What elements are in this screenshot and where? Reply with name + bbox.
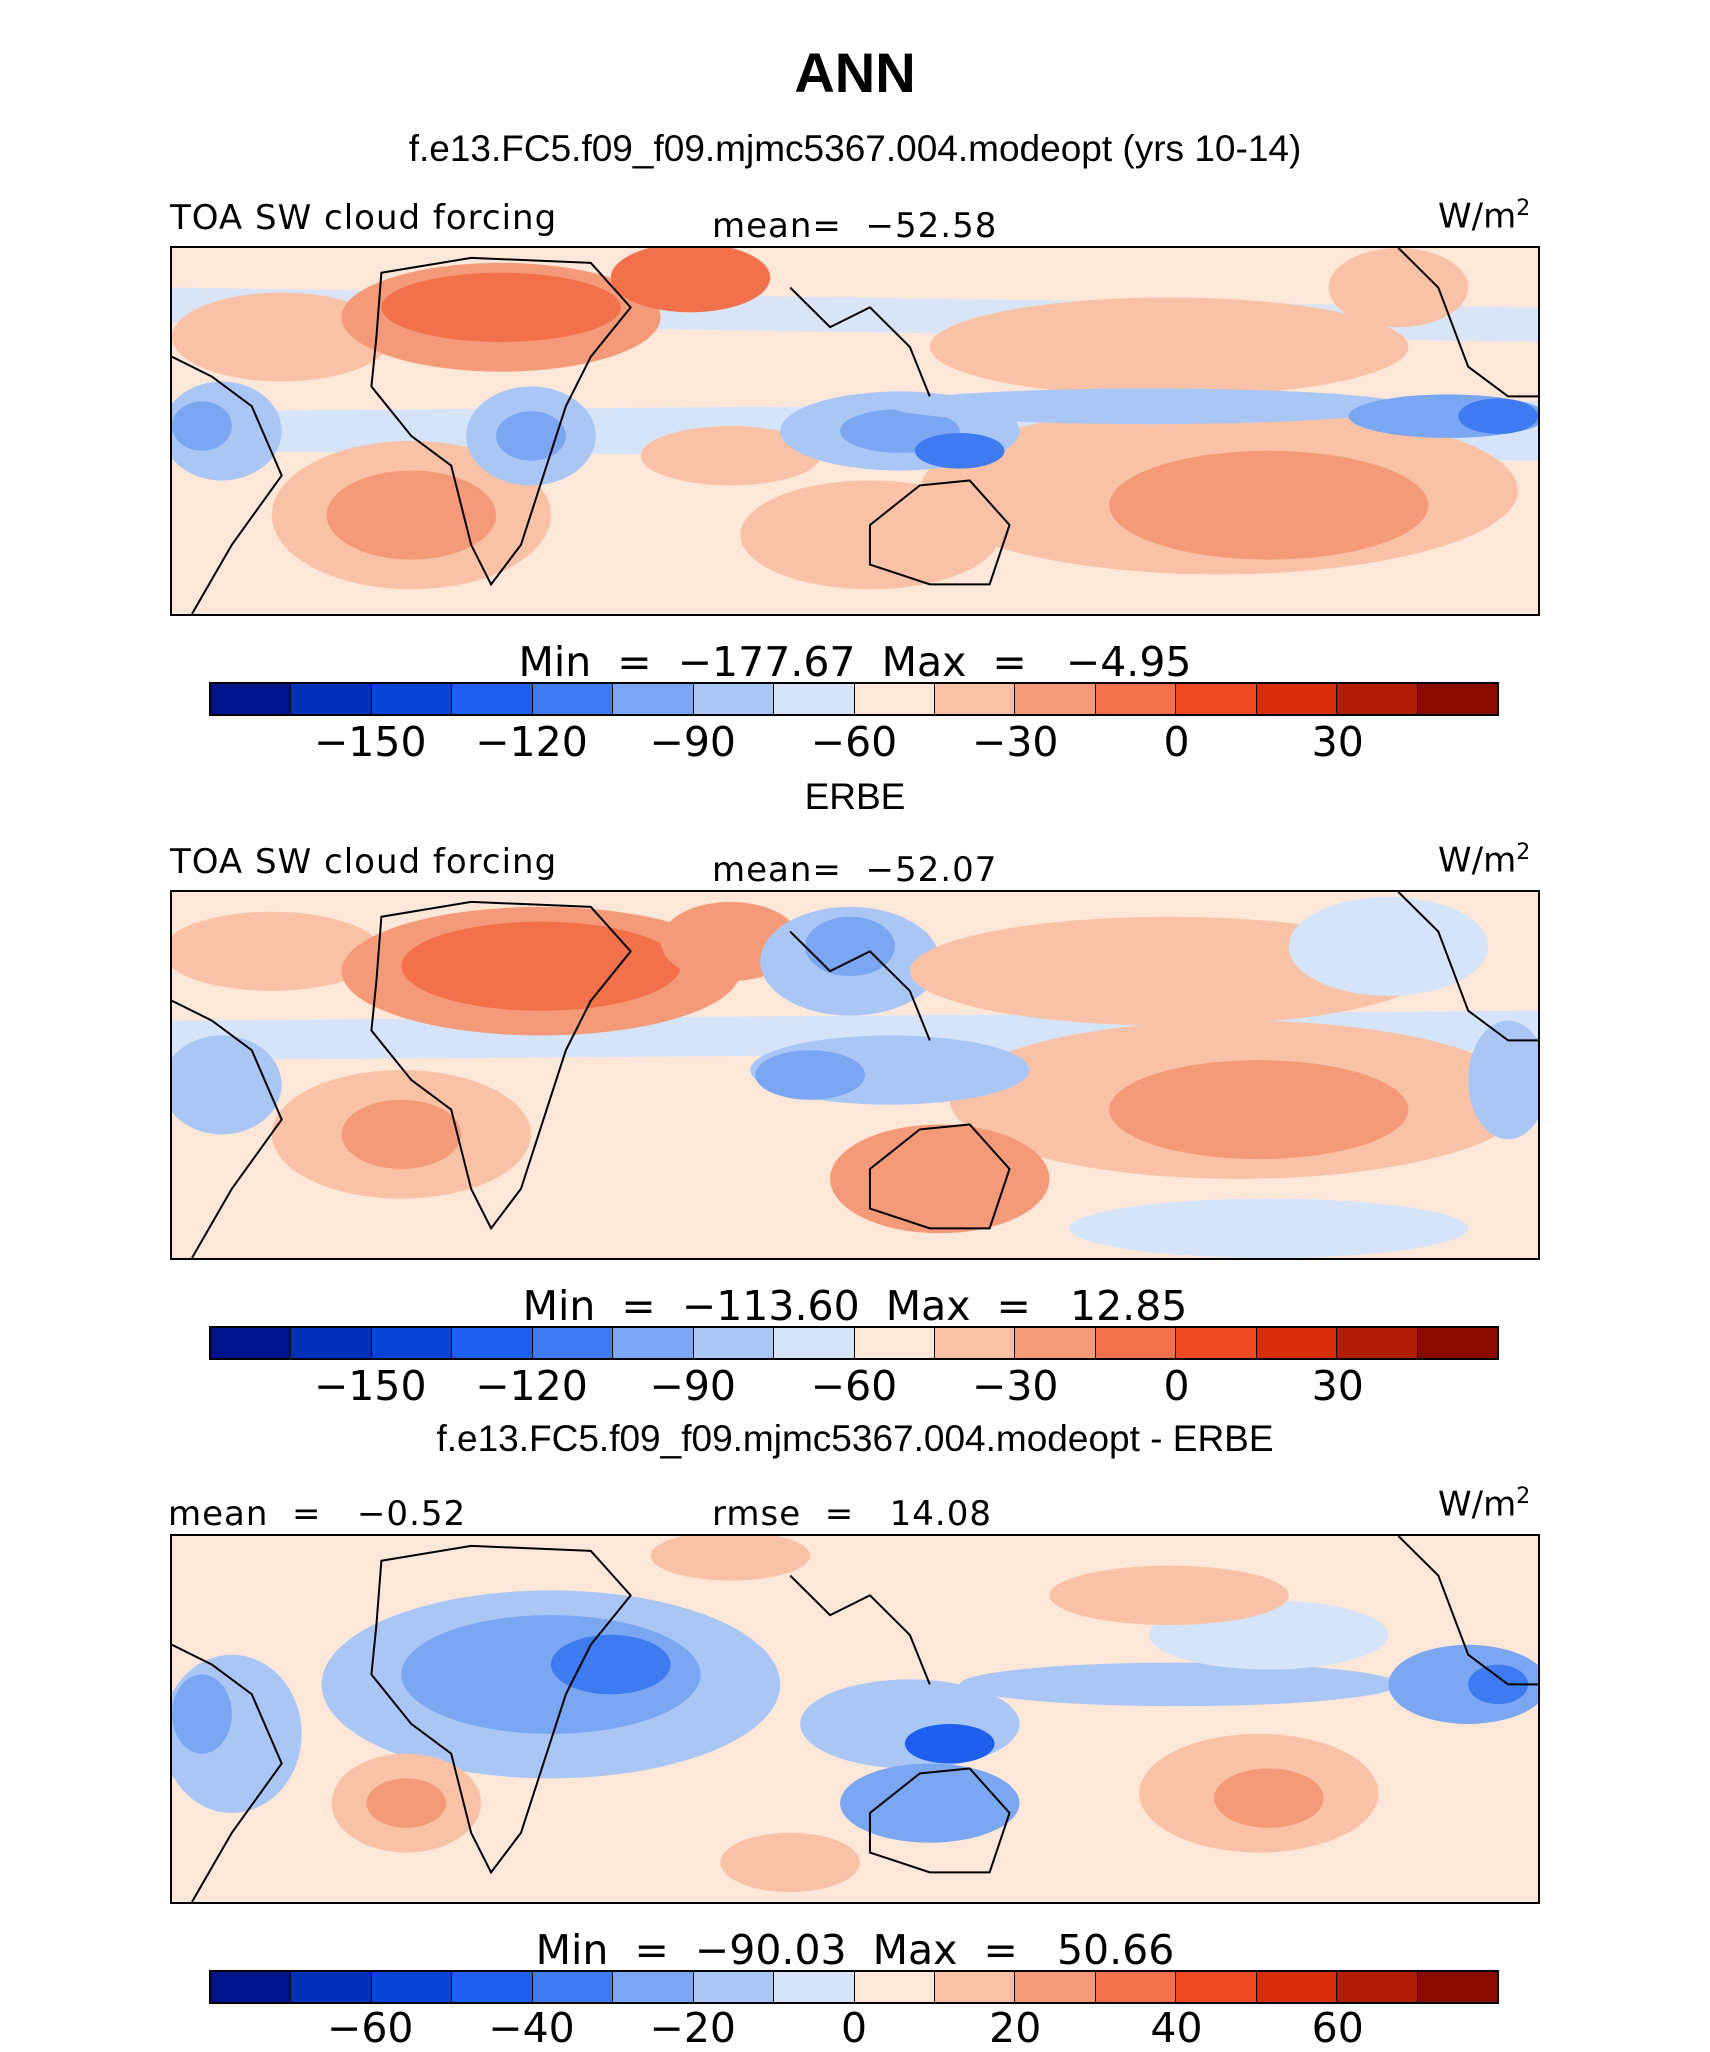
colorbar-swatch [1015, 1328, 1096, 1358]
colorbar-tick-label: −20 [649, 2004, 737, 2052]
panel-3-colorbar [209, 1970, 1499, 2004]
colorbar-tick-label: −60 [326, 2004, 414, 2052]
colorbar-tick-label: −120 [475, 1362, 588, 1410]
panel-3-map [170, 1534, 1540, 1904]
colorbar-tick-label: 60 [1311, 2004, 1364, 2052]
panel-1-colorbar [209, 682, 1499, 716]
panel-3-units: W/m2 [1438, 1484, 1531, 1525]
colorbar-swatch [452, 684, 533, 714]
panel-2-mean-label: mean= −52.07 [712, 850, 998, 890]
colorbar-swatch [1176, 1972, 1257, 2002]
colorbar-tick-label: −120 [475, 718, 588, 766]
colorbar-swatch [452, 1972, 533, 2002]
colorbar-swatch [1095, 684, 1177, 714]
colorbar-swatch [532, 684, 614, 714]
panel-2-map [170, 890, 1540, 1260]
colorbar-swatch [371, 1328, 453, 1358]
colorbar-swatch [371, 684, 453, 714]
colorbar-swatch [1417, 1972, 1497, 2002]
colorbar-swatch [291, 1972, 372, 2002]
colorbar-swatch [1417, 1328, 1497, 1358]
colorbar-swatch [211, 1972, 292, 2002]
colorbar-swatch [613, 684, 694, 714]
panel-1-variable-label: TOA SW cloud forcing [170, 198, 558, 238]
colorbar-swatch [774, 1328, 855, 1358]
colorbar-tick-label: −60 [810, 718, 898, 766]
colorbar-swatch [774, 1972, 855, 2002]
colorbar-tick-label: −150 [313, 718, 427, 766]
panel-2-colorbar [209, 1326, 1499, 1360]
colorbar-tick-label: −30 [971, 1362, 1059, 1410]
colorbar-swatch [1095, 1328, 1177, 1358]
colorbar-tick-label: 30 [1311, 718, 1364, 766]
colorbar-swatch [371, 1972, 453, 2002]
colorbar-swatch [693, 1328, 775, 1358]
colorbar-swatch [613, 1972, 694, 2002]
colorbar-tick-label: 40 [1150, 2004, 1203, 2052]
colorbar-tick-label: −150 [313, 1362, 427, 1410]
colorbar-swatch [854, 1972, 935, 2002]
colorbar-tick-label: 0 [840, 2004, 868, 2052]
colorbar-swatch [854, 684, 935, 714]
colorbar-swatch [693, 1972, 775, 2002]
colorbar-swatch [934, 1328, 1016, 1358]
colorbar-tick-label: −40 [488, 2004, 575, 2052]
colorbar-swatch [1256, 1972, 1338, 2002]
colorbar-tick-label: −90 [649, 1362, 737, 1410]
colorbar-swatch [934, 1972, 1016, 2002]
colorbar-swatch [1176, 684, 1257, 714]
panel-1-mean-label: mean= −52.58 [712, 206, 998, 246]
panel-3-minmax: Min = −90.03 Max = 50.66 [535, 1926, 1175, 1974]
colorbar-tick-label: 0 [1163, 1362, 1190, 1410]
colorbar-swatch [291, 684, 372, 714]
panel-3-subtitle: f.e13.FC5.f09_f09.mjmc5367.004.modeopt -… [436, 1418, 1274, 1459]
colorbar-swatch [774, 684, 855, 714]
panel-2-units: W/m2 [1438, 840, 1531, 881]
colorbar-swatch [1337, 1972, 1418, 2002]
panel-1-map [170, 246, 1540, 616]
colorbar-swatch [854, 1328, 935, 1358]
panel-2-variable-label: TOA SW cloud forcing [170, 842, 558, 882]
panel-2-subtitle: ERBE [804, 776, 906, 817]
colorbar-swatch [613, 1328, 694, 1358]
colorbar-swatch [693, 684, 775, 714]
figure-title: ANN [794, 41, 916, 104]
colorbar-swatch [532, 1972, 614, 2002]
panel-2-minmax: Min = −113.60 Max = 12.85 [522, 1282, 1188, 1330]
colorbar-swatch [452, 1328, 533, 1358]
colorbar-swatch [1337, 1328, 1418, 1358]
colorbar-tick-label: −90 [649, 718, 737, 766]
panel-1-minmax: Min = −177.67 Max = −4.95 [518, 638, 1192, 686]
panel-1-units: W/m2 [1438, 196, 1531, 237]
colorbar-swatch [1256, 684, 1338, 714]
colorbar-swatch [1337, 684, 1418, 714]
panel-1-subtitle: f.e13.FC5.f09_f09.mjmc5367.004.modeopt (… [408, 128, 1302, 169]
colorbar-swatch [1015, 1972, 1096, 2002]
colorbar-tick-label: −60 [810, 1362, 898, 1410]
colorbar-swatch [1095, 1972, 1177, 2002]
colorbar-swatch [1176, 1328, 1257, 1358]
panel-3-mean-label: mean = −0.52 [168, 1494, 467, 1534]
colorbar-swatch [1015, 684, 1096, 714]
colorbar-swatch [934, 684, 1016, 714]
colorbar-swatch [532, 1328, 614, 1358]
colorbar-tick-label: −30 [971, 718, 1059, 766]
colorbar-swatch [211, 1328, 292, 1358]
colorbar-tick-label: 0 [1163, 718, 1190, 766]
colorbar-swatch [1256, 1328, 1338, 1358]
colorbar-tick-label: 20 [989, 2004, 1042, 2052]
colorbar-swatch [211, 684, 292, 714]
colorbar-tick-label: 30 [1311, 1362, 1364, 1410]
colorbar-swatch [291, 1328, 372, 1358]
colorbar-swatch [1417, 684, 1497, 714]
panel-3-rmse-label: rmse = 14.08 [712, 1494, 992, 1534]
